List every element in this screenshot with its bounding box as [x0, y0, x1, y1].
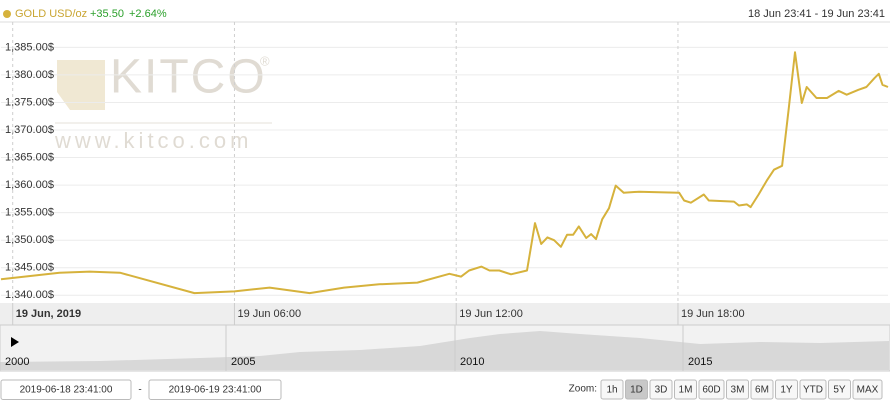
zoom-button[interactable]	[600, 379, 624, 400]
watermark: KITCO ® www.kitco.com	[54, 51, 272, 153]
zoom-button-label[interactable]: 1D	[630, 385, 643, 396]
zoom-button[interactable]	[828, 379, 851, 400]
zoom-button-label[interactable]: 1Y	[780, 385, 793, 396]
date-from[interactable]: 2019-06-18 23:41:00	[20, 385, 113, 396]
change: +35.50	[90, 8, 124, 20]
price-line	[0, 51, 889, 295]
zoom-button[interactable]	[625, 379, 648, 400]
zoom-button[interactable]	[750, 379, 774, 400]
zoom-button-label[interactable]: 3M	[731, 385, 745, 396]
x-tick-label: 19 Jun 12:00	[459, 308, 523, 320]
zoom-button[interactable]	[775, 379, 798, 400]
brand: KITCO	[110, 51, 267, 104]
separator: -	[138, 385, 141, 396]
zoom-button[interactable]	[799, 379, 827, 400]
y-tick-label: 1,345.00$	[5, 262, 54, 274]
zoom-label: Zoom:	[569, 384, 597, 395]
navigator-label: 2005	[231, 356, 255, 368]
navigator-label: 2010	[460, 356, 484, 368]
y-tick-label: 1,340.00$	[5, 289, 54, 301]
zoom-button-label[interactable]: 5Y	[833, 385, 846, 396]
play-button[interactable]	[11, 337, 19, 347]
y-tick-label: 1,380.00$	[5, 69, 54, 81]
y-tick-label: 1,350.00$	[5, 234, 54, 246]
url: www.kitco.com	[54, 128, 252, 153]
registered: ®	[260, 53, 270, 68]
zoom-button[interactable]	[698, 379, 725, 400]
navigator-label: 2000	[5, 356, 29, 368]
zoom-button-label[interactable]: YTD	[803, 385, 823, 396]
zoom-button[interactable]	[726, 379, 749, 400]
x-tick-label: 19 Jun, 2019	[16, 308, 81, 320]
zoom-button[interactable]	[649, 379, 673, 400]
y-tick-label: 1,365.00$	[5, 151, 54, 163]
navigator-label: 2015	[688, 356, 712, 368]
x-tick-label: 19 Jun 06:00	[237, 308, 301, 320]
zoom-button-label[interactable]: 1h	[606, 385, 617, 396]
zoom-button[interactable]	[674, 379, 697, 400]
zoom-button-label[interactable]: 1M	[679, 385, 693, 396]
legend-dot	[3, 10, 11, 18]
date-to[interactable]: 2019-06-19 23:41:00	[169, 385, 262, 396]
zoom-button-label[interactable]: 3D	[655, 385, 668, 396]
zoom-button-label[interactable]: 60D	[702, 385, 720, 396]
y-tick-label: 1,360.00$	[5, 179, 54, 191]
series-name: GOLD USD/oz	[15, 8, 87, 20]
y-tick-label: 1,385.00$	[5, 41, 54, 53]
range: 18 Jun 23:41 - 19 Jun 23:41	[748, 8, 885, 20]
logo	[57, 60, 105, 110]
y-tick-label: 1,370.00$	[5, 124, 54, 136]
x-tick-label: 19 Jun 18:00	[681, 308, 745, 320]
y-tick-label: 1,375.00$	[5, 96, 54, 108]
zoom-button-label[interactable]: MAX	[857, 385, 879, 396]
y-tick-label: 1,355.00$	[5, 207, 54, 219]
change-pct: +2.64%	[129, 8, 167, 20]
x-axis-band	[0, 303, 890, 325]
zoom-button[interactable]	[852, 379, 883, 400]
navigator-area	[0, 331, 889, 370]
zoom-button-label[interactable]: 6M	[755, 385, 769, 396]
